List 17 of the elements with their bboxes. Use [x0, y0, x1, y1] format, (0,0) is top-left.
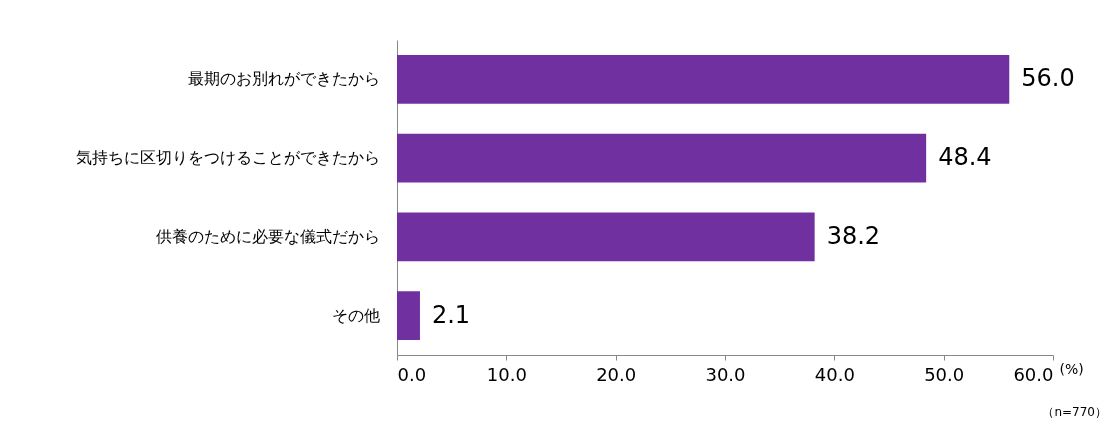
data-label: 56.0	[1021, 64, 1075, 93]
x-tick-label: 60.0	[1013, 363, 1054, 385]
x-tick-label: 0.0	[397, 363, 427, 385]
x-tick-label: 40.0	[814, 363, 855, 385]
x-axis-title: (%)	[1059, 360, 1084, 377]
y-tick-label: 気持ちに区切りをつけることができたから	[75, 148, 380, 168]
data-label: 2.1	[431, 300, 471, 329]
data-label: 38.2	[826, 221, 881, 250]
y-tick-label: 供養のために必要な儀式だから	[155, 226, 380, 246]
x-tick-label: 20.0	[596, 363, 637, 385]
x-tick-label: 10.0	[486, 363, 527, 385]
data-label: 48.4	[938, 143, 992, 172]
text: （n=770）	[1042, 405, 1107, 419]
x-tick-label: 50.0	[924, 363, 965, 385]
y-tick-label: 最期のお別れができたから	[187, 69, 380, 89]
y-tick-label: その他	[331, 305, 380, 325]
x-tick-label: 30.0	[705, 363, 746, 385]
